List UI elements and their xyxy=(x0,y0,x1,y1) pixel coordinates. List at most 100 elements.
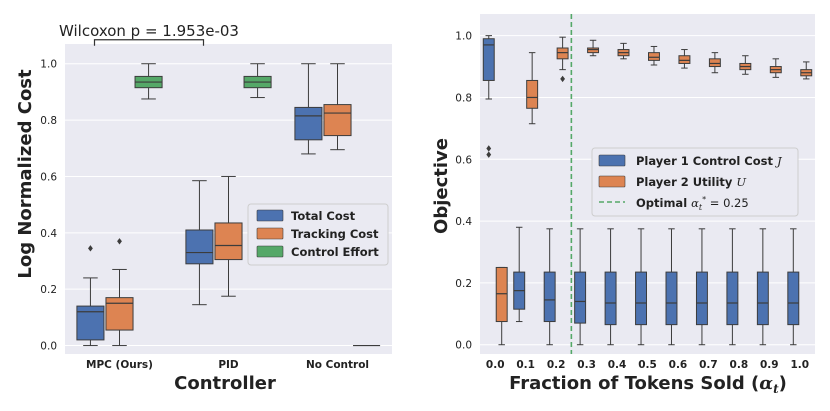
box-player-1-control-cost-j-8 xyxy=(726,228,739,346)
box-player-2-utility-u-0 xyxy=(495,266,508,346)
legend-swatch-total-cost xyxy=(256,209,284,222)
box-body xyxy=(756,271,769,326)
y-tick-label: 0.8 xyxy=(40,115,57,127)
right-x-axis-label-alpha: α xyxy=(759,373,773,394)
legend-swatch-player1 xyxy=(598,154,626,167)
box-player-2-utility-u-4 xyxy=(617,42,630,60)
left-y-axis-label: Log Normalized Cost xyxy=(15,69,36,279)
right-legend-frame xyxy=(591,147,799,217)
box-body xyxy=(678,55,691,64)
left-x-axis-label: Controller xyxy=(174,373,276,394)
box-control-effort-0 xyxy=(134,63,163,100)
box-body xyxy=(526,79,539,109)
box-body xyxy=(787,271,800,326)
x-tick-label: 0.2 xyxy=(547,359,566,371)
box-body xyxy=(635,271,648,326)
right-y-axis-label: Objective xyxy=(431,138,452,234)
x-tick-label: 0.1 xyxy=(516,359,535,371)
left-legend: Total Cost Tracking Cost Control Effort xyxy=(247,203,389,266)
legend-optimal-star: * xyxy=(702,195,706,204)
box-player-2-utility-u-6 xyxy=(678,49,691,69)
box-player-1-control-cost-j-3 xyxy=(574,228,587,346)
legend-optimal-text: Optimal xyxy=(636,196,691,210)
box-player-2-utility-u-5 xyxy=(648,45,660,66)
legend-player1-symbol: J xyxy=(775,154,783,168)
x-tick-label: 0.4 xyxy=(608,359,627,371)
legend-optimal-sub: t xyxy=(699,203,703,212)
legend-player2-text: Player 2 Utility xyxy=(636,175,736,189)
y-tick-label: 0.6 xyxy=(455,154,472,166)
x-tick-label: MPC (Ours) xyxy=(86,359,153,371)
y-tick-label: 1.0 xyxy=(455,31,472,43)
right-y-ticks: 0.0 0.2 0.4 0.6 0.8 1.0 xyxy=(455,31,472,352)
outlier-point xyxy=(486,151,492,158)
box-total-cost-2 xyxy=(294,63,323,155)
legend-label-total-cost: Total Cost xyxy=(291,209,356,223)
box-tracking-cost-1 xyxy=(214,175,243,297)
box-player-2-utility-u-1 xyxy=(526,52,539,125)
legend-label-player1: Player 1 Control Cost J xyxy=(636,154,783,168)
box-body xyxy=(294,106,323,141)
legend-label-optimal: Optimal αt* = 0.25 xyxy=(636,195,749,212)
box-player-2-utility-u-9 xyxy=(769,58,782,78)
outlier-point xyxy=(117,238,122,245)
x-tick-label: 0.5 xyxy=(638,359,657,371)
y-tick-label: 0.8 xyxy=(455,92,472,104)
box-player-1-control-cost-j-4 xyxy=(604,228,617,346)
box-player-2-utility-u-10 xyxy=(800,61,813,80)
right-x-axis-label-sub: t xyxy=(773,382,779,396)
right-x-axis-label-close: ) xyxy=(779,373,787,394)
box-body xyxy=(323,104,352,137)
right-x-axis-label: Fraction of Tokens Sold (αt) xyxy=(509,373,787,396)
box-body xyxy=(604,271,617,326)
y-tick-label: 1.0 xyxy=(40,59,57,71)
x-tick-label: 0.8 xyxy=(730,359,749,371)
box-body xyxy=(587,47,600,54)
box-body xyxy=(708,58,721,68)
box-body xyxy=(665,271,678,326)
box-control-effort-1 xyxy=(243,63,272,99)
box-player-1-control-cost-j-2 xyxy=(543,228,556,346)
significance-bracket xyxy=(93,39,205,46)
box-player-1-control-cost-j-5 xyxy=(635,228,648,346)
box-player-1-control-cost-j-0 xyxy=(482,35,495,158)
outlier-point xyxy=(486,145,492,152)
right-boxes xyxy=(482,35,813,346)
legend-player1-text: Player 1 Control Cost xyxy=(636,154,777,168)
box-body xyxy=(726,271,739,326)
box-body xyxy=(556,47,569,60)
legend-player2-symbol: U xyxy=(736,175,746,189)
box-tracking-cost-2 xyxy=(323,63,352,151)
y-tick-label: 0.2 xyxy=(455,278,472,290)
x-tick-label: PID xyxy=(218,359,239,371)
legend-label-control-effort: Control Effort xyxy=(291,245,379,259)
box-player-2-utility-u-2 xyxy=(556,36,569,83)
box-player-1-control-cost-j-1 xyxy=(513,226,526,323)
box-body xyxy=(495,266,508,323)
legend-optimal-alpha: α xyxy=(691,196,699,210)
legend-swatch-control-effort xyxy=(256,245,284,258)
legend-label-player2: Player 2 Utility U xyxy=(636,175,746,189)
box-player-2-utility-u-8 xyxy=(739,55,752,75)
wilcoxon-text: Wilcoxon p = 1.953e-03 xyxy=(59,22,239,40)
right-chart: 0.0 0.2 0.4 0.6 0.8 1.0 0.0 0.1 0.2 0.3 0.4 0.5 0.6… xyxy=(431,14,815,396)
x-tick-label: 0.0 xyxy=(486,359,505,371)
box-tracking-cost-0 xyxy=(105,238,134,347)
box-body xyxy=(695,271,708,326)
box-total-cost-1 xyxy=(185,180,214,306)
box-body xyxy=(214,222,243,261)
box-body xyxy=(105,297,134,331)
y-tick-label: 0.0 xyxy=(455,340,472,352)
left-y-ticks: 0.0 0.2 0.4 0.6 0.8 1.0 xyxy=(40,59,57,353)
left-chart: 0.0 0.2 0.4 0.6 0.8 1.0 MPC (Ours) PID No Contr… xyxy=(15,22,392,394)
box-player-2-utility-u-3 xyxy=(587,39,600,57)
box-player-2-utility-u-7 xyxy=(708,52,721,74)
box-player-1-control-cost-j-9 xyxy=(756,228,769,346)
right-x-ticks: 0.0 0.1 0.2 0.3 0.4 0.5 0.6 0.7 0.8 0.9 1.0 xyxy=(486,359,809,371)
y-tick-label: 0.0 xyxy=(40,341,57,353)
right-x-axis-label-main: Fraction of Tokens Sold ( xyxy=(509,373,759,394)
box-body xyxy=(482,38,495,81)
x-tick-label: 0.3 xyxy=(577,359,596,371)
box-total-cost-0 xyxy=(76,245,105,347)
